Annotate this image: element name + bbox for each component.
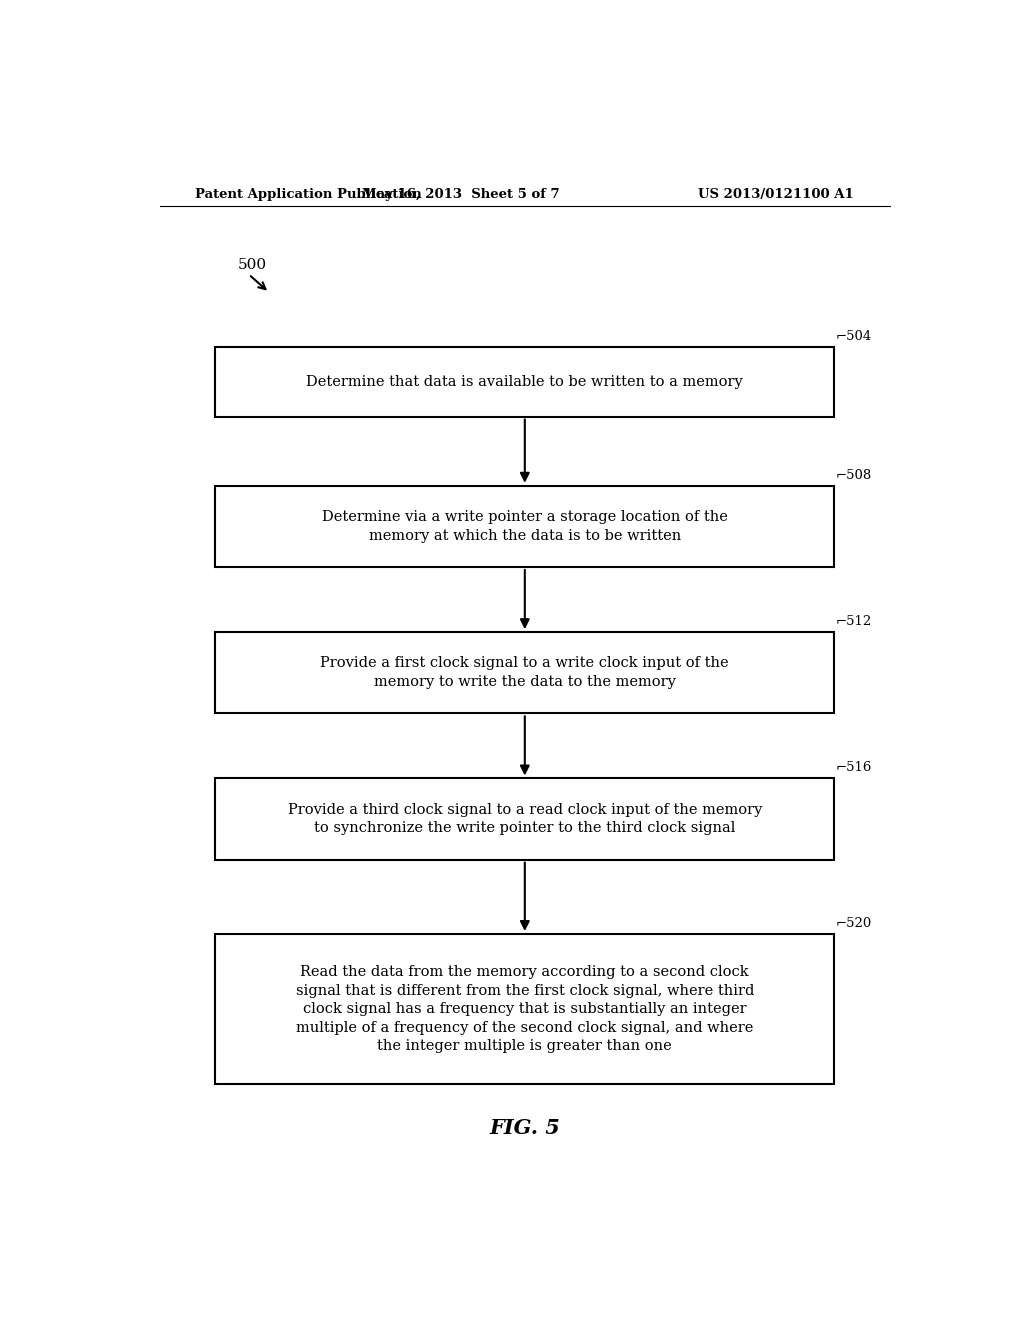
FancyBboxPatch shape [215,347,835,417]
Text: Patent Application Publication: Patent Application Publication [196,189,422,202]
FancyBboxPatch shape [215,486,835,568]
Text: Provide a third clock signal to a read clock input of the memory
to synchronize : Provide a third clock signal to a read c… [288,803,762,836]
Text: May 16, 2013  Sheet 5 of 7: May 16, 2013 Sheet 5 of 7 [362,189,560,202]
Text: ⌐504: ⌐504 [836,330,872,343]
FancyBboxPatch shape [215,779,835,859]
Text: Read the data from the memory according to a second clock
signal that is differe: Read the data from the memory according … [296,965,754,1053]
FancyBboxPatch shape [215,632,835,713]
Text: 500: 500 [238,259,266,272]
Text: US 2013/0121100 A1: US 2013/0121100 A1 [698,189,854,202]
FancyBboxPatch shape [215,935,835,1084]
Text: ⌐516: ⌐516 [836,762,872,775]
Text: Determine that data is available to be written to a memory: Determine that data is available to be w… [306,375,743,389]
Text: ⌐512: ⌐512 [836,615,872,628]
Text: ⌐508: ⌐508 [836,469,872,482]
Text: FIG. 5: FIG. 5 [489,1118,560,1138]
Text: Provide a first clock signal to a write clock input of the
memory to write the d: Provide a first clock signal to a write … [321,656,729,689]
Text: Determine via a write pointer a storage location of the
memory at which the data: Determine via a write pointer a storage … [322,510,728,543]
Text: ⌐520: ⌐520 [836,917,872,929]
